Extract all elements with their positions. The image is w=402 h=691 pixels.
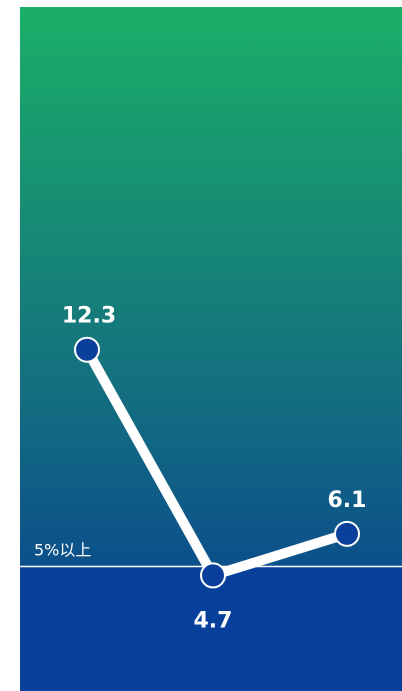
data-label: 6.1 [328,488,367,513]
data-point [200,562,226,589]
data-point [74,336,100,363]
data-label: 4.7 [194,608,233,633]
data-point [334,520,360,547]
chart-panel: 5%以上 12.3 4.7 6.1 [20,7,402,691]
line-chart: 5%以上 12.3 4.7 6.1 [20,7,402,691]
reference-line-label: 5%以上 [34,541,91,560]
data-label: 12.3 [62,304,116,329]
